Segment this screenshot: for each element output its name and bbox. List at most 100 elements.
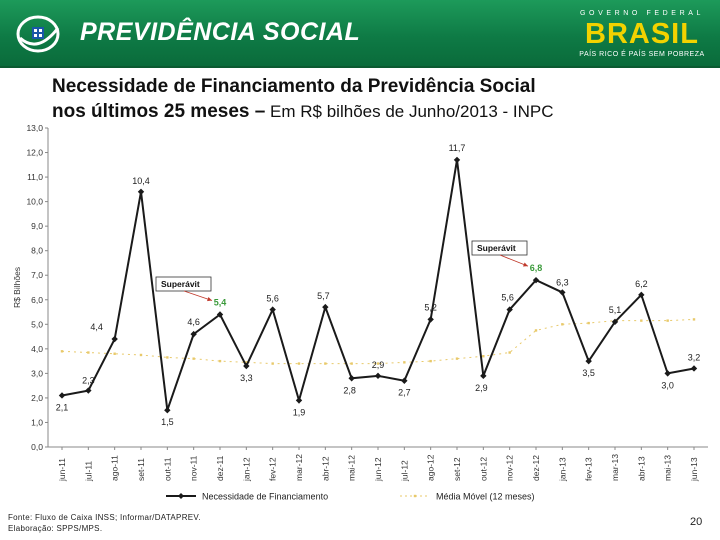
financing-point: [690, 365, 698, 372]
financing-point: [216, 311, 224, 318]
y-tick-label: 7,0: [31, 270, 43, 280]
y-tick-label: 11,0: [27, 172, 43, 182]
data-label: 5,7: [317, 291, 330, 301]
data-label: 2,1: [56, 402, 69, 412]
previdencia-logo-icon: [16, 15, 60, 53]
moving-average-point: [640, 319, 643, 322]
annotation-arrow: [183, 290, 213, 301]
legend-financing-label: Necessidade de Financiamento: [202, 492, 328, 502]
financing-point: [58, 392, 66, 399]
financing-point: [269, 306, 276, 313]
moving-average-point: [429, 359, 432, 363]
moving-average-point: [297, 362, 301, 365]
x-tick-label: jun-12: [373, 457, 383, 482]
x-tick-label: jan-12: [241, 457, 251, 482]
x-tick-label: mai-12: [347, 455, 357, 481]
prepared-line: Elaboração: SPPS/MPS.: [8, 524, 103, 533]
x-tick-label: nov-11: [189, 455, 199, 481]
data-label: 5,6: [501, 293, 514, 303]
header-divider: [0, 66, 720, 68]
moving-average-point: [508, 351, 511, 354]
y-tick-label: 1,0: [31, 417, 43, 427]
gov-label: GOVERNO FEDERAL: [579, 10, 704, 17]
annotation-box: [155, 276, 212, 292]
moving-average-point: [139, 353, 143, 357]
moving-average-point: [534, 329, 538, 332]
annotation-arrowhead: [523, 262, 528, 267]
moving-average-point: [166, 356, 169, 359]
legend-average-marker: [413, 494, 417, 498]
data-label: 5,2: [424, 302, 437, 312]
page-number: 20: [690, 516, 703, 528]
x-tick-label: mar-13: [610, 454, 620, 481]
data-label: 6,3: [556, 277, 569, 287]
financing-point: [453, 156, 461, 164]
moving-average-point: [561, 323, 564, 326]
moving-average-point: [666, 319, 669, 322]
y-tick-label: 13,0: [26, 123, 43, 133]
x-tick-label: mai-13: [663, 455, 673, 481]
x-tick-label: set-12: [452, 457, 462, 481]
financing-point: [374, 372, 382, 380]
brand-title: PREVIDÊNCIA SOCIAL: [80, 18, 361, 46]
moving-average-point: [60, 350, 64, 353]
x-tick-label: abr-13: [636, 456, 646, 481]
moving-average-point: [218, 359, 222, 363]
y-tick-label: 12,0: [26, 148, 43, 158]
financing-point: [506, 306, 513, 313]
x-tick-label: fev-13: [584, 457, 594, 481]
moving-average-point: [587, 321, 590, 325]
data-label: 3,0: [661, 380, 674, 390]
data-label: 1,9: [293, 407, 306, 417]
moving-average-point: [192, 357, 195, 360]
y-tick-label: 4,0: [31, 344, 43, 354]
financing-point: [111, 335, 118, 343]
financing-chart: 0,0 1,0 2,0 3,0 4,0 5,0 6,0 7,0 8,0 9,0 10,0 11,0 12…: [12, 123, 708, 502]
data-label: 4,6: [187, 317, 200, 327]
annotation-label: Superávit: [161, 279, 200, 289]
moving-average-point: [692, 318, 696, 321]
legend-financing-marker: [178, 493, 184, 499]
x-tick-label: jun-13: [689, 457, 699, 482]
financing-point: [611, 318, 619, 326]
header-bar: PREVIDÊNCIA SOCIAL GOVERNO FEDERAL BRASI…: [0, 0, 720, 68]
x-tick-label: out-11: [162, 457, 172, 481]
moving-average-point: [271, 362, 274, 365]
financing-point: [401, 377, 408, 384]
data-label: 2,3: [82, 376, 95, 386]
data-label: 1,5: [161, 417, 174, 427]
moving-average-point: [87, 351, 90, 354]
financing-point: [243, 362, 250, 370]
data-label: 2,9: [475, 383, 488, 393]
x-tick-label: out-12: [478, 457, 488, 481]
data-label: 3,2: [688, 352, 701, 362]
x-tick-label: dez-12: [531, 455, 541, 481]
x-tick-label: ago-11: [110, 455, 120, 481]
data-label: 6,8: [530, 263, 543, 273]
country-name: BRASIL: [585, 18, 699, 50]
x-tick-label: jan-13: [557, 457, 567, 482]
annotation-label: Superávit: [477, 243, 516, 253]
moving-average-point: [245, 361, 248, 364]
title-period: nos últimos 25 meses –: [52, 101, 266, 122]
x-tick-label: mar-12: [294, 454, 304, 481]
data-label: 11,7: [449, 143, 466, 153]
y-tick-label: 3,0: [31, 368, 43, 378]
data-label: 5,6: [266, 294, 279, 304]
financing-point: [164, 406, 171, 414]
financing-point: [532, 276, 540, 284]
data-label: 2,9: [372, 360, 385, 370]
annotation-arrowhead: [207, 296, 212, 302]
gov-slogan: PAÍS RICO É PAÍS SEM POBREZA: [579, 51, 705, 58]
moving-average-point: [403, 361, 406, 364]
y-axis-label: R$ Bilhões: [12, 267, 22, 308]
financing-point: [427, 316, 434, 323]
y-tick-label: 9,0: [31, 221, 43, 231]
data-label: 6,2: [635, 279, 648, 289]
y-tick-label: 6,0: [31, 295, 43, 305]
y-tick-label: 5,0: [31, 319, 43, 329]
financing-point: [85, 387, 92, 394]
financing-point: [348, 375, 355, 382]
legend-average-label: Média Móvel (12 meses): [436, 492, 535, 502]
x-tick-label: abr-12: [320, 456, 330, 481]
